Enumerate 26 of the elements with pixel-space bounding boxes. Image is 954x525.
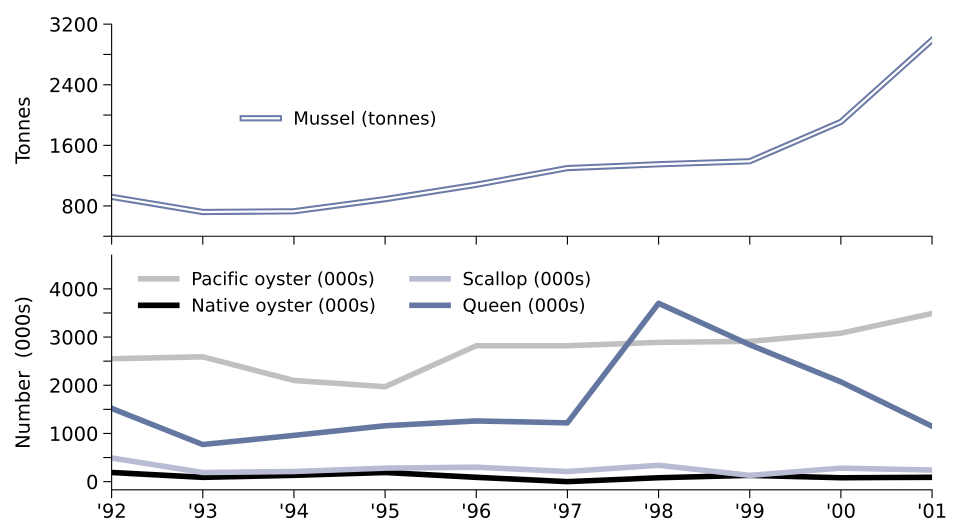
legend-label: Queen (000s) (464, 298, 584, 314)
y-tick-label: 2000 (50, 378, 98, 393)
x-tick-label: '97 (554, 503, 581, 518)
x-tick-label: '93 (190, 503, 216, 518)
y-axis-title: Tonnes (15, 98, 30, 164)
y-tick-label: 800 (62, 198, 98, 214)
y-tick-label: 3000 (50, 330, 98, 345)
y-tick-label: 3200 (50, 17, 98, 32)
x-tick-label: '99 (736, 503, 764, 518)
x-tick-label: '92 (98, 503, 125, 518)
y-axis-title: Number (000s) (14, 298, 32, 448)
y-tick-label: 4000 (50, 282, 98, 297)
x-tick-label: '98 (645, 503, 672, 518)
x-tick-label: '94 (280, 503, 308, 518)
x-tick-label: '01 (918, 503, 946, 518)
y-tick-label: 0 (87, 474, 98, 490)
y-tick-label: 2400 (50, 78, 98, 92)
legend-label: Pacific oyster (000s) (193, 271, 374, 289)
legend-label: Native oyster (000s) (193, 298, 374, 316)
x-tick-label: '95 (372, 503, 398, 518)
legend-label: Mussel (tonnes) (295, 110, 436, 127)
y-tick-label: 1600 (51, 138, 98, 154)
y-tick-label: 1000 (51, 426, 98, 442)
x-tick-label: '00 (828, 503, 855, 518)
legend-label: Scallop (000s) (464, 271, 590, 289)
x-tick-label: '96 (463, 503, 490, 518)
